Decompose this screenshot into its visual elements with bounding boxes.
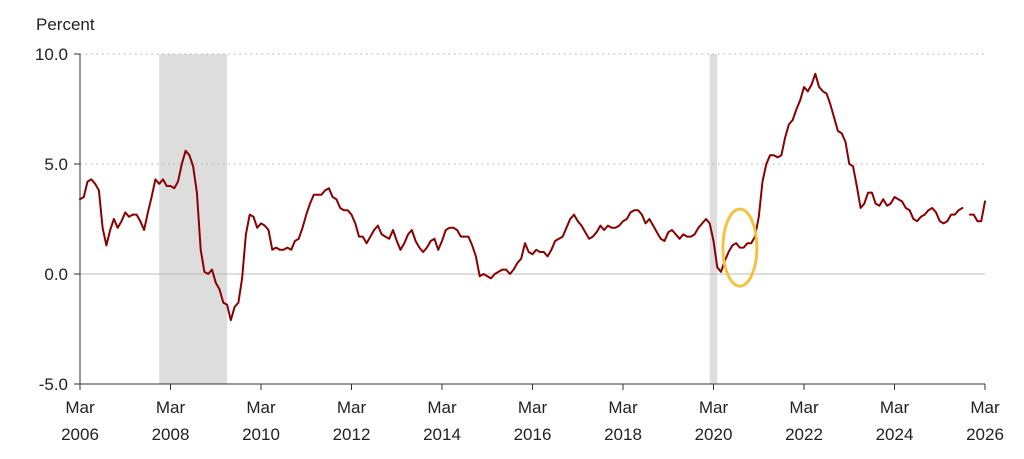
- y-tick-label: -5.0: [39, 375, 68, 394]
- x-tick-month: Mar: [789, 398, 819, 417]
- x-tick-labels: Mar 2006 Mar 2008 Mar 2010 Mar 2012 Mar 2014 Mar 20…: [61, 398, 1004, 444]
- x-tick-year: 2018: [604, 425, 642, 444]
- y-tick-label: 10.0: [35, 45, 68, 64]
- x-tick-year: 2008: [152, 425, 190, 444]
- x-tick-year: 2014: [423, 425, 461, 444]
- x-tick-month: Mar: [427, 398, 457, 417]
- gridlines: [80, 53, 985, 275]
- recession-shade-1: [709, 54, 718, 384]
- x-tick-year: 2026: [966, 425, 1004, 444]
- recession-shade-0: [159, 54, 228, 384]
- y-tick-labels: -5.0 0.0 5.0 10.0: [35, 45, 68, 394]
- y-tick-label: 0.0: [44, 265, 68, 284]
- series-line-0-segment-1: [968, 200, 986, 223]
- x-tick-month: Mar: [699, 398, 729, 417]
- x-tick-year: 2012: [333, 425, 371, 444]
- x-tick-month: Mar: [156, 398, 186, 417]
- x-tick-year: 2010: [242, 425, 280, 444]
- axes: [74, 53, 986, 390]
- x-tick-year: 2024: [876, 425, 914, 444]
- x-tick-month: Mar: [246, 398, 276, 417]
- x-tick-month: Mar: [337, 398, 367, 417]
- y-tick-label: 5.0: [44, 155, 68, 174]
- x-tick-year: 2022: [785, 425, 823, 444]
- data-series: [79, 72, 986, 322]
- x-tick-month: Mar: [880, 398, 910, 417]
- highlight-ellipse: [721, 207, 759, 288]
- y-axis-unit-label: Percent: [36, 15, 95, 34]
- x-tick-month: Mar: [518, 398, 548, 417]
- x-tick-year: 2016: [514, 425, 552, 444]
- annotations: [721, 207, 759, 288]
- x-tick-month: Mar: [65, 398, 95, 417]
- x-tick-year: 2006: [61, 425, 99, 444]
- shaded-periods: [159, 54, 718, 384]
- series-line-0-segment-0: [79, 72, 964, 322]
- x-tick-month: Mar: [608, 398, 638, 417]
- x-tick-year: 2020: [695, 425, 733, 444]
- x-tick-month: Mar: [970, 398, 1000, 417]
